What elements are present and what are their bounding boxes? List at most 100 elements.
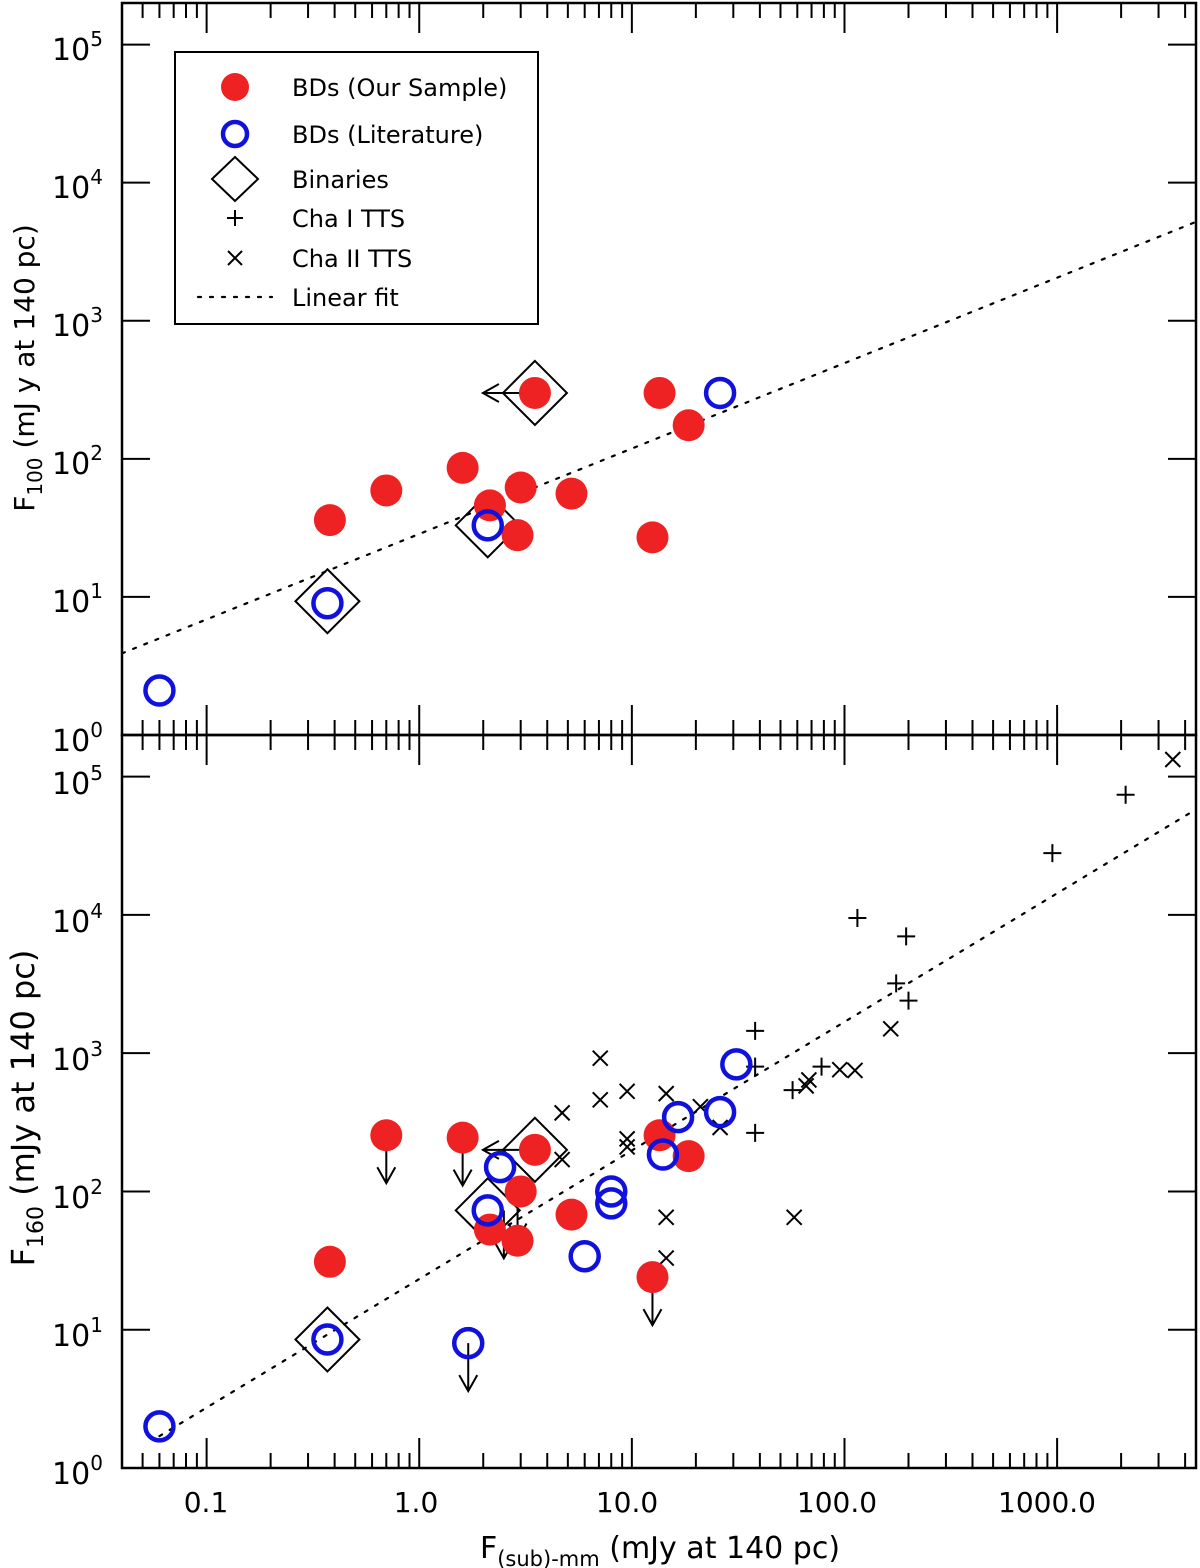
cha1-tts-point — [899, 991, 918, 1010]
literature-point — [483, 1150, 517, 1184]
bottom-y-tick-label: 104 — [52, 899, 103, 940]
bottom-panel-frame — [120, 733, 1198, 1470]
literature-point — [311, 586, 344, 620]
binary-diamond — [294, 1306, 361, 1373]
cha1-tts-point — [1116, 785, 1135, 804]
our-sample-point — [643, 376, 676, 409]
cha2-tts-point — [831, 1061, 848, 1078]
cha2-tts-point — [618, 1138, 636, 1156]
cha2-tts-point — [657, 1085, 675, 1102]
literature-point — [703, 376, 737, 410]
cha2-tts-point — [846, 1062, 864, 1079]
literature-point — [143, 674, 176, 707]
literature-point — [471, 509, 504, 542]
legend-marker-cha2 — [227, 250, 243, 266]
legend-marker-binaries — [210, 155, 260, 203]
our-sample-point — [446, 1121, 479, 1154]
x-axis-title: F(sub)-mm (mJy at 140 pc) — [480, 1531, 840, 1568]
x-tick-label: 100.0 — [797, 1486, 877, 1519]
cha2-tts-point — [657, 1209, 675, 1226]
literature-point — [311, 1323, 344, 1356]
literature-point — [646, 1138, 680, 1171]
bottom-linear-fit-line — [158, 808, 1198, 1438]
top-y-tick-labels: 100 101 102 103 104 105 — [52, 27, 103, 759]
binary-diamond — [454, 491, 522, 559]
cha1-tts-point — [1043, 844, 1062, 863]
our-sample-point — [636, 1261, 669, 1294]
top-y-tick-label: 103 — [52, 303, 103, 344]
bottom-y-axis-title: F160 (mJy at 140 pc) — [4, 950, 49, 1267]
top-y-tick-label: 100 — [52, 718, 103, 759]
data-marks — [143, 359, 1181, 1443]
our-sample-point — [313, 1245, 346, 1278]
binary-diamond — [294, 567, 361, 635]
literature-point — [595, 1175, 628, 1208]
top-y-tick-label: 104 — [52, 165, 103, 206]
bottom-y-tick-labels: 100 101 102 103 104 105 — [52, 761, 103, 1492]
legend-label-cha1: Cha I TTS — [292, 205, 405, 233]
cha2-tts-point — [553, 1151, 571, 1168]
top-y-tick-label: 102 — [52, 441, 103, 482]
our-sample-point — [313, 504, 346, 537]
top-y-tick-label: 101 — [52, 579, 103, 620]
bottom-y-tick-label: 102 — [52, 1175, 103, 1216]
legend-marker-cha1 — [227, 210, 243, 226]
upper-limit-down-arrow — [458, 1343, 479, 1394]
cha1-tts-point — [887, 974, 906, 993]
our-sample-point — [672, 409, 705, 442]
legend-marker-literature — [220, 119, 250, 149]
bottom-y-tick-label: 101 — [52, 1313, 103, 1354]
cha2-tts-point — [657, 1249, 675, 1267]
binary-diamond — [501, 1116, 569, 1184]
literature-point — [661, 1100, 695, 1134]
bottom-y-tick-label: 105 — [52, 761, 103, 802]
our-sample-point — [446, 451, 479, 484]
our-sample-point — [370, 1119, 403, 1152]
cha1-tts-point — [897, 927, 916, 946]
legend-marker-our-sample — [221, 73, 249, 101]
cha1-tts-point — [746, 1123, 765, 1142]
our-sample-point — [501, 1224, 534, 1257]
cha2-tts-point — [592, 1091, 609, 1109]
our-sample-point — [504, 1175, 537, 1208]
x-tick-label: 1.0 — [394, 1486, 439, 1519]
cha2-tts-point — [618, 1130, 636, 1148]
literature-point — [703, 1095, 737, 1129]
legend-label-fit: Linear fit — [292, 284, 399, 312]
legend-label-binaries: Binaries — [292, 166, 389, 194]
literature-point — [595, 1187, 628, 1220]
cha2-tts-point — [618, 1083, 636, 1100]
cha2-tts-point — [800, 1071, 818, 1089]
our-sample-point — [672, 1140, 705, 1173]
literature-point — [720, 1048, 753, 1081]
cha2-tts-point — [592, 1049, 609, 1067]
legend: BDs (Our Sample) BDs (Literature) Binari… — [174, 51, 539, 325]
bottom-y-tick-label: 103 — [52, 1037, 103, 1078]
cha1-tts-point — [746, 1021, 765, 1040]
top-y-tick-label: 105 — [52, 27, 103, 68]
our-sample-point — [504, 471, 537, 504]
top-linear-fit-line — [120, 220, 1198, 655]
x-tick-labels: 0.1 1.0 10.0 100.0 1000.0 — [184, 1486, 1096, 1519]
cha2-tts-point — [797, 1077, 815, 1095]
cha2-tts-point — [882, 1020, 899, 1038]
our-sample-point — [518, 376, 551, 409]
our-sample-point — [643, 1119, 676, 1152]
top-y-axis-title: F100 (mJ y at 140 pc) — [8, 224, 47, 512]
our-sample-point — [370, 474, 403, 507]
bottom-y-tick-label: 100 — [52, 1451, 103, 1492]
literature-point — [568, 1239, 601, 1273]
cha2-tts-point — [785, 1209, 803, 1226]
our-sample-point — [555, 477, 588, 510]
cha2-tts-point — [1164, 751, 1181, 768]
x-tick-label: 1000.0 — [998, 1486, 1096, 1519]
cha2-tts-point — [553, 1104, 571, 1122]
cha1-tts-point — [812, 1057, 831, 1076]
bottom-panel-ticks — [121, 735, 1196, 1469]
legend-label-our-sample: BDs (Our Sample) — [292, 74, 507, 102]
literature-point — [471, 1194, 504, 1227]
literature-point — [143, 1410, 176, 1443]
cha1-tts-point — [783, 1081, 802, 1100]
legend-label-cha2: Cha II TTS — [292, 245, 412, 273]
